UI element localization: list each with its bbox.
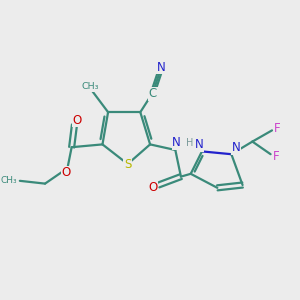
Text: H: H [186, 138, 193, 148]
Text: F: F [273, 150, 280, 163]
Text: CH₃: CH₃ [0, 176, 17, 185]
Text: N: N [172, 136, 181, 149]
Text: N: N [232, 141, 241, 154]
Text: O: O [61, 167, 71, 179]
Text: N: N [195, 139, 203, 152]
Text: S: S [124, 158, 131, 170]
Text: CH₃: CH₃ [81, 82, 99, 91]
Text: O: O [148, 181, 158, 194]
Text: F: F [274, 122, 281, 135]
Text: O: O [73, 113, 82, 127]
Text: C: C [149, 88, 157, 100]
Text: N: N [157, 61, 166, 74]
